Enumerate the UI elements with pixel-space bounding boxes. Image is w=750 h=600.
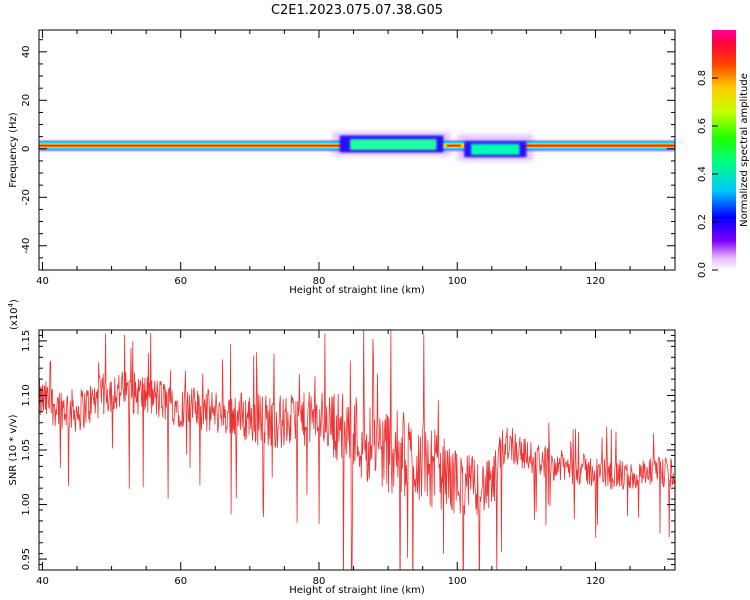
snr-x-tick-label: 120 [586,576,605,587]
snr-x-tick-label: 100 [448,576,467,587]
snr-y-tick-label: 0.95 [21,548,32,570]
spectrogram-y-tick-label: 0 [21,146,32,152]
spectrogram-band-peak [526,144,675,147]
snr-y-tick-label: 1.05 [21,439,32,461]
spectrogram-x-tick-label: 120 [586,276,605,287]
spectrogram-band-peak [446,144,461,147]
colorbar-tick-label: 0.4 [697,166,708,182]
spectrogram-y-tick-label: -20 [21,189,32,205]
spectrogram-x-tick-label: 60 [174,276,187,287]
colorbar-tick-label: 0.8 [697,70,708,86]
spectrogram-broad-core [471,143,520,155]
snr-panel: 40 60 80 100 120 0.95 1.00 1.05 1.10 1.15 Height … [7,299,676,596]
snr-x-tick-label: 80 [313,576,326,587]
spectrogram-y-tick-label: 40 [21,45,32,58]
spectrogram-x-tick-label: 40 [36,276,49,287]
snr-multiplier-base: (x10 [9,307,20,330]
spectrogram-ticks: 40 60 80 100 120 -40 -20 0 20 40 [21,30,675,287]
spectrogram-x-tick-label: 100 [448,276,467,287]
spectrogram-panel: 40 60 80 100 120 -40 -20 0 20 40 Height of straig… [8,29,676,296]
colorbar-ticks: 0.0 0.2 0.4 0.6 0.8 [697,70,718,278]
spectrogram-broad-core [350,139,437,150]
figure-title: C2E1.2023.075.07.38.G05 [271,3,443,18]
snr-ticks: 40 60 80 100 120 0.95 1.00 1.05 1.10 1.15 [21,330,675,587]
snr-y-tick-label: 1.00 [21,493,32,515]
colorbar-label: Normalized spectral amplitude [739,73,750,227]
spectrogram-x-axis-label: Height of straight line (km) [289,285,425,296]
spectrogram-y-tick-label: -40 [21,238,32,254]
colorbar: 0.0 0.2 0.4 0.6 0.8 Normalized spectral ampl… [697,30,750,278]
spectrogram-image [39,131,675,161]
spectrogram-y-tick-label: 20 [21,94,32,107]
snr-x-axis-label: Height of straight line (km) [289,585,425,596]
spectrogram-y-axis-label: Frequency (Hz) [8,112,19,188]
colorbar-gradient [712,30,736,270]
colorbar-tick-label: 0.6 [697,118,708,134]
spectrogram-x-tick-label: 80 [313,276,326,287]
snr-y-axis-label: SNR (10 * v/v) [8,414,19,485]
spectrogram-frame [38,29,676,271]
snr-y-tick-label: 1.10 [21,384,32,406]
snr-x-tick-label: 40 [36,576,49,587]
colorbar-tick-label: 0.2 [697,214,708,230]
snr-multiplier-close: ) [9,299,20,303]
snr-y-multiplier: (x104) [7,299,20,330]
snr-y-tick-label: 1.15 [21,330,32,352]
snr-multiplier-exponent: 4 [7,302,15,307]
snr-x-tick-label: 60 [174,576,187,587]
colorbar-tick-label: 0.0 [697,262,708,278]
snr-series-line [39,330,675,570]
